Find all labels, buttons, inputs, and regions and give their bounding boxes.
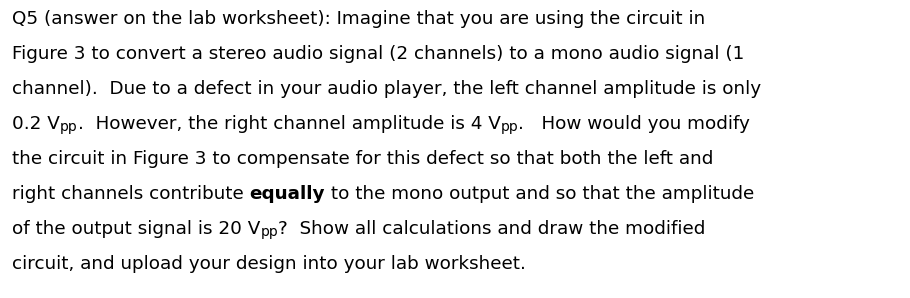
Text: pp: pp	[60, 120, 77, 134]
Text: .   How would you modify: . How would you modify	[519, 115, 750, 133]
Text: pp: pp	[501, 120, 519, 134]
Text: Figure 3 to convert a stereo audio signal (2 channels) to a mono audio signal (1: Figure 3 to convert a stereo audio signa…	[12, 45, 744, 63]
Text: pp: pp	[260, 225, 278, 239]
Text: equally: equally	[249, 185, 325, 203]
Text: the circuit in Figure 3 to compensate for this defect so that both the left and: the circuit in Figure 3 to compensate fo…	[12, 150, 713, 168]
Text: to the mono output and so that the amplitude: to the mono output and so that the ampli…	[325, 185, 754, 203]
Text: Q5 (answer on the lab worksheet): Imagine that you are using the circuit in: Q5 (answer on the lab worksheet): Imagin…	[12, 10, 705, 28]
Text: circuit, and upload your design into your lab worksheet.: circuit, and upload your design into you…	[12, 255, 526, 273]
Text: right channels contribute: right channels contribute	[12, 185, 249, 203]
Text: of the output signal is 20 V: of the output signal is 20 V	[12, 220, 260, 238]
Text: ?  Show all calculations and draw the modified: ? Show all calculations and draw the mod…	[278, 220, 705, 238]
Text: 0.2 V: 0.2 V	[12, 115, 60, 133]
Text: .  However, the right channel amplitude is 4 V: . However, the right channel amplitude i…	[77, 115, 501, 133]
Text: channel).  Due to a defect in your audio player, the left channel amplitude is o: channel). Due to a defect in your audio …	[12, 80, 761, 98]
